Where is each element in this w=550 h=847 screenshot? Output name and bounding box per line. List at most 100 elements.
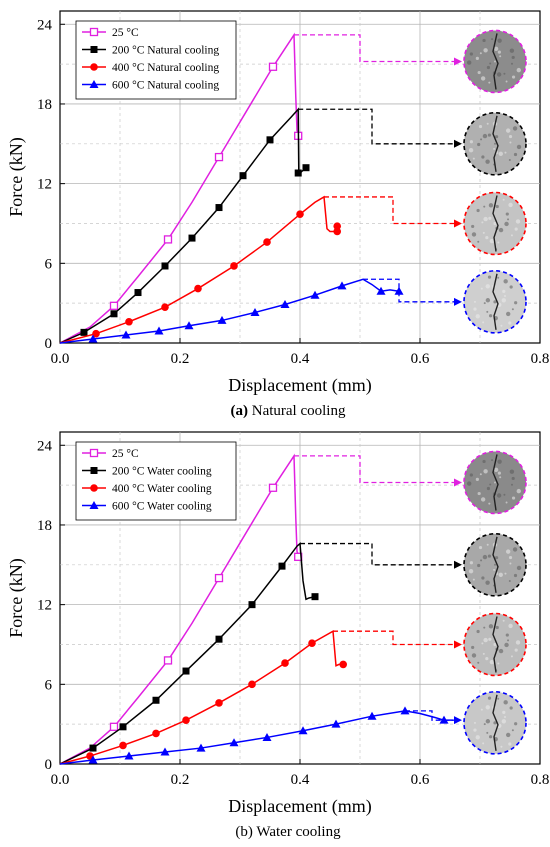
- y-tick-label: 18: [37, 518, 52, 534]
- specimen-photo-600C: [463, 270, 527, 334]
- specimen-grain: [482, 38, 486, 43]
- specimen-photo-600C: [463, 691, 527, 755]
- specimen-grain: [514, 227, 518, 231]
- data-point: [266, 136, 274, 144]
- x-tick-label: 0.0: [51, 772, 70, 788]
- connector-arrow: [454, 57, 462, 66]
- specimen-grain: [508, 623, 513, 629]
- legend-marker: [90, 484, 98, 492]
- specimen-grain: [483, 626, 486, 629]
- specimen-border: [463, 532, 527, 597]
- specimen-grain: [489, 238, 495, 244]
- specimen-grain: [501, 719, 507, 724]
- specimen-grain: [495, 204, 499, 209]
- specimen-grain: [504, 642, 509, 648]
- specimen-grain: [502, 289, 506, 293]
- caption-label: (a): [231, 403, 252, 419]
- data-point: [296, 210, 304, 218]
- data-point: [163, 656, 173, 665]
- data-point: [248, 601, 256, 609]
- legend-label: 25 °C: [112, 27, 139, 39]
- legend-label: 400 °C Water cooling: [112, 483, 212, 495]
- specimen-grain: [486, 543, 489, 546]
- data-point: [161, 303, 169, 311]
- data-point: [214, 573, 224, 583]
- specimen-grain: [489, 62, 492, 65]
- legend-label: 600 °C Water cooling: [112, 501, 212, 513]
- specimen-grain: [501, 298, 507, 303]
- specimen-grain: [502, 198, 505, 201]
- connector-200-C-Water-cooling: [300, 542, 456, 566]
- x-tick-label: 0.2: [171, 351, 190, 367]
- connector-arrow: [454, 640, 462, 649]
- specimen-grain: [485, 159, 490, 164]
- data-point: [182, 716, 190, 724]
- specimen-grain: [482, 321, 485, 324]
- specimen-crack: [492, 33, 499, 90]
- legend-marker: [90, 46, 98, 53]
- specimen-grain: [497, 276, 500, 279]
- specimen-grain: [478, 545, 483, 550]
- specimen-grain: [493, 147, 496, 150]
- data-point: [337, 281, 347, 290]
- specimen-grain: [507, 639, 510, 642]
- data-point: [230, 262, 238, 270]
- specimen-grain: [512, 126, 518, 131]
- specimen-grain: [493, 221, 497, 226]
- data-point: [215, 635, 223, 643]
- specimen-grain: [504, 572, 507, 575]
- specimen-grain: [511, 75, 516, 79]
- specimen-grain: [511, 55, 515, 60]
- specimen-grain: [505, 732, 511, 738]
- data-point: [88, 334, 98, 343]
- panel-a-natural-cooling: 0.0 0.2 0.4 0.6 0.8 0 6 12 18 24 Displacement (mm)…: [6, 10, 549, 419]
- specimen-grain: [482, 231, 485, 234]
- x-tick-label: 0.6: [411, 772, 430, 788]
- specimen-grain: [493, 46, 499, 52]
- caption-text: Water cooling: [256, 824, 341, 840]
- specimen-grain: [509, 706, 513, 710]
- specimen-grain: [476, 208, 480, 213]
- specimen-grain: [477, 563, 481, 568]
- connector-600-C-Natural-cooling: [363, 278, 456, 303]
- specimen-grain: [510, 62, 513, 65]
- specimen-grain: [508, 555, 513, 560]
- specimen-grain: [489, 659, 495, 665]
- y-tick-label: 0: [45, 757, 53, 773]
- specimen-grain: [472, 157, 475, 160]
- legend: 25 °C 200 °C Natural cooling 400 °C Natura…: [75, 20, 237, 100]
- x-tick-label: 0.4: [291, 772, 310, 788]
- specimen-grain: [475, 735, 480, 740]
- x-tick-label: 0.8: [531, 772, 550, 788]
- specimen-grain: [497, 38, 502, 43]
- specimen-grain: [481, 155, 485, 159]
- data-point: [294, 169, 302, 177]
- specimen-grain: [483, 637, 488, 643]
- panel-caption: (a) Natural cooling: [231, 403, 346, 419]
- specimen-grain: [497, 241, 500, 244]
- specimen-grain: [514, 648, 518, 652]
- specimen-grain: [488, 203, 494, 208]
- x-axis-label: Displacement (mm): [228, 796, 371, 817]
- y-tick-label: 12: [37, 177, 52, 193]
- specimen-grain: [479, 52, 482, 55]
- specimen-photo-25C: [463, 450, 527, 515]
- data-point: [333, 222, 342, 230]
- specimen-grain: [515, 219, 521, 224]
- specimen-grain: [503, 72, 506, 75]
- specimen-grain: [513, 152, 518, 157]
- data-point: [184, 321, 194, 330]
- specimen-grain: [508, 321, 512, 325]
- specimen-grain: [514, 301, 518, 305]
- specimen-border: [463, 191, 527, 256]
- specimen-crack: [492, 195, 499, 252]
- specimen-grain: [497, 471, 501, 475]
- specimen-grain: [497, 662, 500, 665]
- specimen-grain: [489, 735, 493, 739]
- legend-label: 25 °C: [112, 448, 139, 460]
- data-point: [311, 593, 319, 601]
- specimen-grain: [493, 467, 499, 473]
- specimen-grain: [469, 561, 474, 565]
- data-point: [182, 667, 190, 675]
- specimen-grain: [511, 476, 515, 481]
